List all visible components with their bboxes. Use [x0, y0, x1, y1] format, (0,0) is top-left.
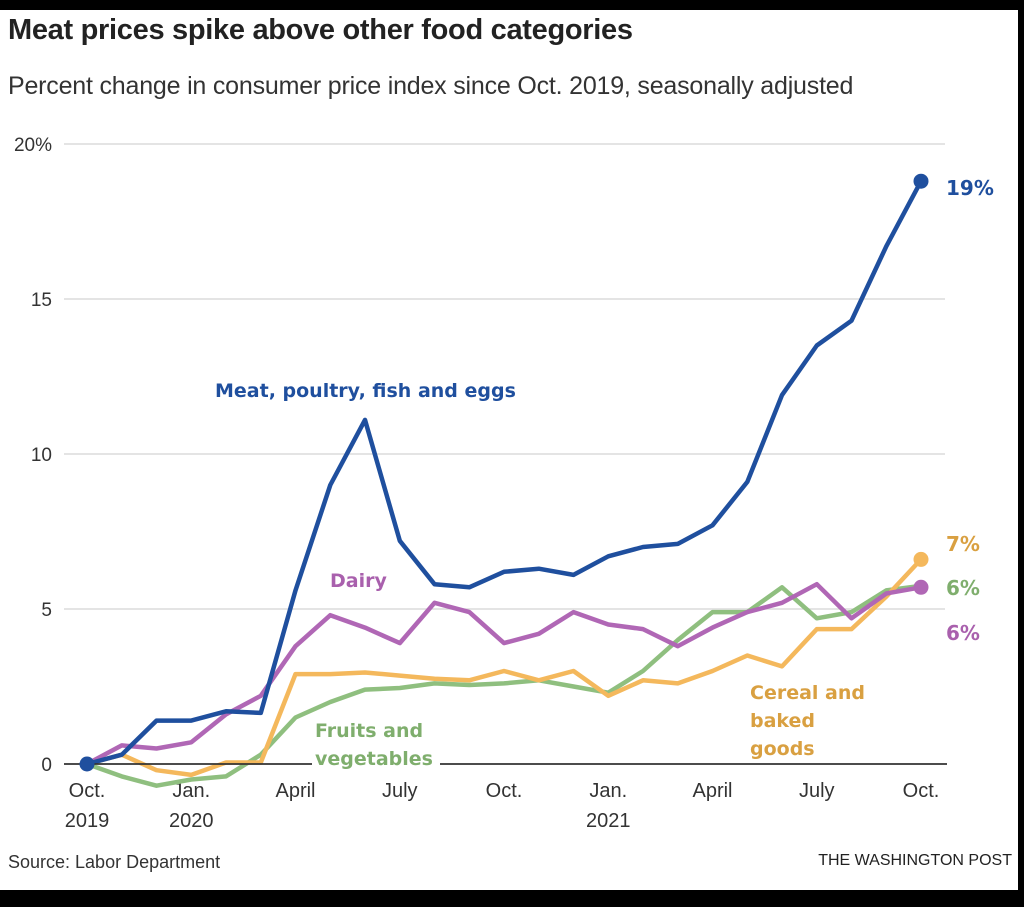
end-value-label-fruits: 6% — [946, 576, 980, 600]
y-tick-label: 20% — [14, 135, 52, 156]
series-lines — [64, 173, 947, 788]
x-tick-label: Jan. — [172, 780, 210, 802]
series-label-cereal: baked — [750, 710, 815, 732]
x-tick-label: April — [692, 780, 732, 802]
series-line-meat — [84, 178, 924, 767]
chart-subtitle: Percent change in consumer price index s… — [8, 72, 854, 100]
x-tick-label: July — [382, 780, 418, 802]
x-tick-label-year: 2020 — [169, 810, 214, 832]
end-value-label-dairy: 6% — [946, 621, 980, 645]
chart-card — [0, 10, 1018, 890]
series-label-cereal: goods — [750, 738, 815, 760]
series-label-fruits: vegetables — [315, 748, 433, 770]
x-tick-label: Oct. — [69, 780, 106, 802]
series-label-fruits: Fruits and — [315, 720, 423, 742]
x-tick-label-year: 2019 — [65, 810, 110, 832]
y-tick-label: 15 — [31, 290, 52, 311]
y-tick-label: 0 — [41, 755, 52, 776]
y-axis-ticks: 0 5 10 15 20% — [14, 135, 52, 776]
x-tick-label: July — [799, 780, 835, 802]
x-tick-label: Oct. — [903, 780, 940, 802]
end-dot-meat — [913, 173, 929, 189]
x-tick-label-year: 2021 — [586, 810, 631, 832]
grid-lines — [64, 143, 945, 610]
end-value-label-cereal: 7% — [946, 532, 980, 556]
series-label-cereal: Cereal and — [750, 682, 865, 704]
end-value-label-meat: 19% — [946, 176, 994, 200]
series-label-meat: Meat, poultry, fish and eggs — [215, 380, 516, 402]
series-line-fruits — [84, 583, 924, 788]
x-tick-label: Oct. — [486, 780, 523, 802]
y-tick-label: 5 — [41, 600, 52, 621]
chart-title: Meat prices spike above other food categ… — [8, 14, 633, 46]
series-line-dairy — [84, 581, 924, 767]
series-labels: Fruits and vegetables 6% Cereal and baked goo… — [215, 176, 994, 772]
end-dot-dairy — [913, 579, 929, 595]
end-dot-cereal — [913, 551, 929, 567]
source-note: Source: Labor Department — [8, 852, 221, 872]
x-tick-label: Jan. — [589, 780, 627, 802]
y-tick-label: 10 — [31, 445, 52, 466]
publisher-credit: THE WASHINGTON POST — [818, 852, 1012, 869]
series-line-cereal — [84, 557, 924, 778]
series-label-dairy: Dairy — [330, 570, 387, 592]
x-axis-ticks: Oct. 2019 Jan. 2020 April July Oct. Jan. 2021 Apr… — [65, 780, 940, 832]
x-tick-label: April — [275, 780, 315, 802]
origin-dot — [79, 756, 95, 772]
